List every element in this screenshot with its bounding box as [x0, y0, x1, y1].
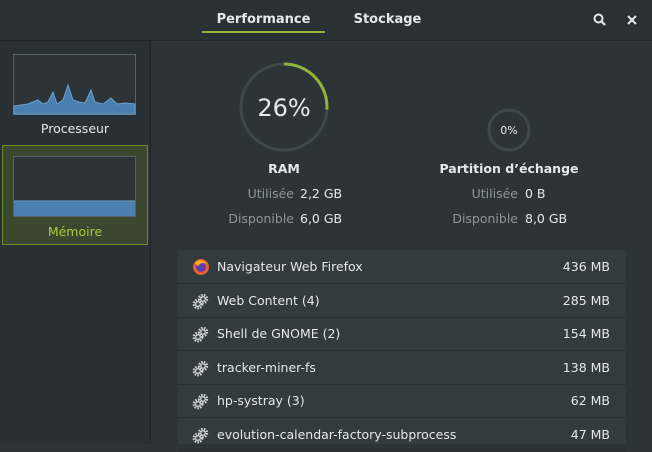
- swap-title: Partition d’échange: [439, 161, 579, 176]
- process-memory: 62 MB: [570, 393, 610, 408]
- tab-stockage[interactable]: Stockage: [353, 12, 422, 27]
- ram-gauge: 26%: [239, 62, 329, 152]
- info-value: 0 B: [525, 186, 546, 201]
- process-row[interactable]: Web Content (4) 285 MB: [178, 284, 626, 318]
- process-name: tracker-miner-fs: [217, 359, 316, 375]
- gauge-percent: 26%: [257, 94, 310, 122]
- gauge-percent: 0%: [500, 124, 517, 137]
- sidebar-label[interactable]: Mémoire: [47, 224, 103, 239]
- process-list: Navigateur Web Firefox 436 MB Web Content …: [178, 250, 626, 452]
- process-name: Navigateur Web Firefox: [217, 259, 363, 274]
- process-name: hp-systray (3): [217, 393, 305, 408]
- process-memory: 436 MB: [562, 259, 610, 274]
- memory-thumbnail[interactable]: [13, 156, 136, 217]
- tab-performance[interactable]: Performance: [216, 12, 311, 27]
- info-value: 8,0 GB: [525, 211, 568, 226]
- process-row[interactable]: evolution-calendar-factory-subprocess 47 …: [178, 418, 626, 452]
- gear-icon: [192, 326, 209, 343]
- gear-icon: [192, 427, 209, 443]
- tab-underline: [202, 31, 325, 33]
- search-button[interactable]: [592, 12, 608, 28]
- header-bar: Performance Stockage: [0, 0, 652, 41]
- close-button[interactable]: [626, 14, 638, 26]
- gear-icon: [192, 360, 209, 376]
- sidebar: Processeur Mémoire: [0, 41, 151, 444]
- process-name: evolution-calendar-factory-subprocess: [217, 426, 457, 442]
- process-memory: 138 MB: [562, 359, 610, 375]
- process-row[interactable]: Navigateur Web Firefox 436 MB: [178, 250, 626, 284]
- process-memory: 154 MB: [562, 326, 610, 341]
- gauge-arc: [283, 62, 329, 110]
- process-row[interactable]: hp-systray (3) 62 MB: [178, 384, 626, 418]
- process-memory: 47 MB: [570, 426, 610, 442]
- sidebar-label[interactable]: Processeur: [40, 121, 110, 136]
- process-name: Shell de GNOME (2): [217, 326, 341, 341]
- info-key: Disponible: [452, 211, 518, 226]
- process-row[interactable]: tracker-miner-fs 138 MB: [178, 351, 626, 385]
- process-row[interactable]: Shell de GNOME (2) 154 MB: [178, 317, 626, 351]
- process-name: Web Content (4): [217, 292, 320, 308]
- ram-title: RAM: [268, 161, 300, 176]
- info-key: Utilisée: [247, 186, 294, 201]
- app-icon: [193, 259, 209, 275]
- info-key: Disponible: [228, 211, 294, 226]
- info-key: Utilisée: [471, 186, 518, 201]
- process-memory: 285 MB: [562, 292, 610, 308]
- info-value: 6,0 GB: [300, 211, 343, 226]
- info-value: 2,2 GB: [300, 186, 343, 201]
- gear-icon: [192, 393, 209, 410]
- cpu-thumbnail[interactable]: [13, 54, 136, 115]
- gear-icon: [192, 293, 209, 309]
- swap-gauge: 0%: [487, 108, 531, 152]
